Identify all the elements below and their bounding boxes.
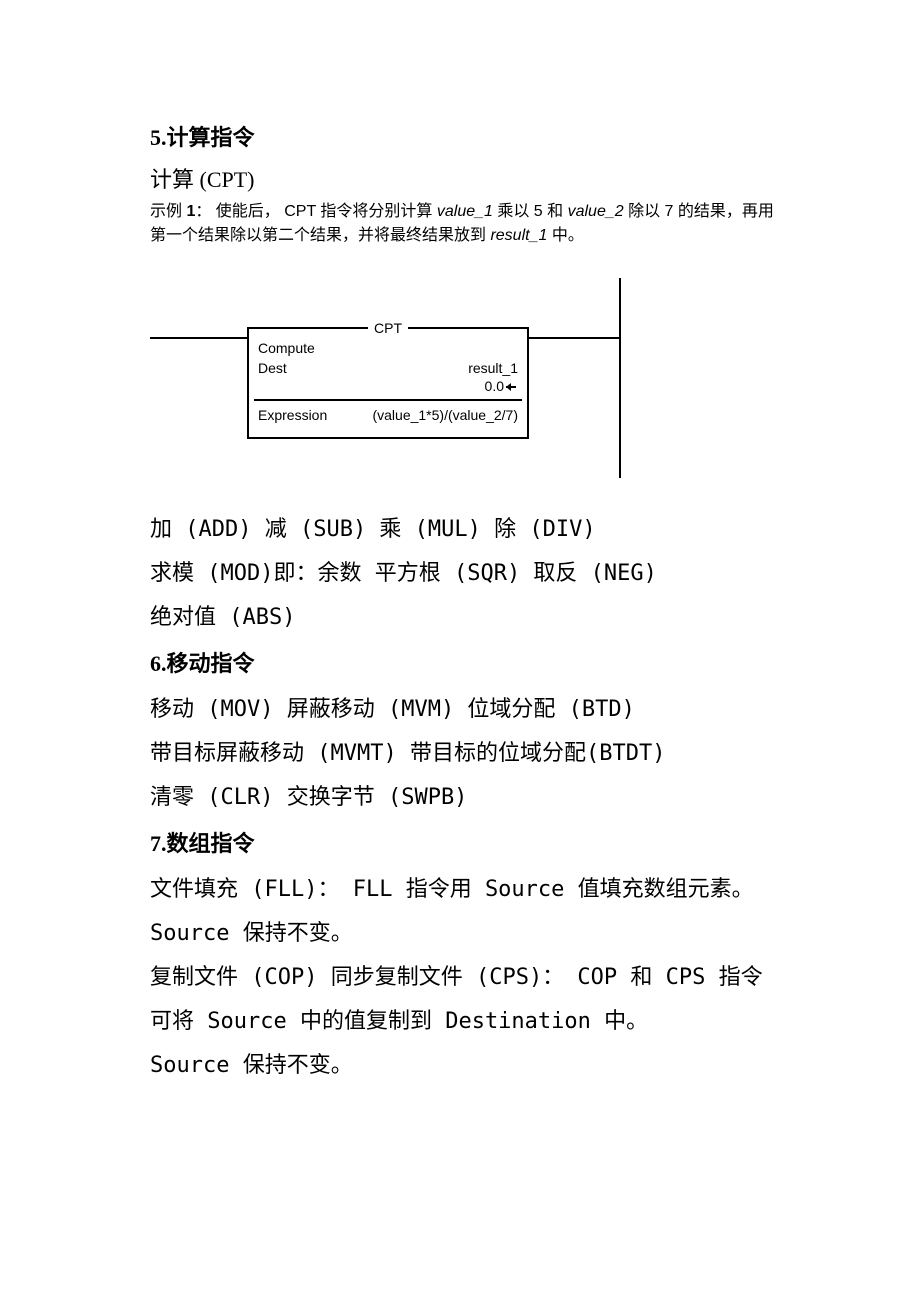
cpt-ladder-diagram: CPT Compute Dest result_1 0.0 Expression (valu…: [150, 278, 780, 478]
svg-text:Expression: Expression: [258, 407, 327, 423]
section-7-heading: 7.数组指令: [150, 826, 780, 858]
svg-text:result_1: result_1: [468, 360, 518, 376]
section-7-line-3: 复制文件 (COP) 同步复制文件 (CPS)： COP 和 CPS 指令可将 …: [150, 956, 780, 1044]
section-7-line-2: Source 保持不变。: [150, 912, 780, 956]
svg-text:0.0: 0.0: [485, 378, 505, 394]
example-text-tail: 中。: [547, 227, 583, 244]
section-6-line-2: 带目标屏蔽移动 (MVMT) 带目标的位域分配(BTDT): [150, 732, 780, 776]
svg-text:Dest: Dest: [258, 360, 287, 376]
cpt-ladder-svg: CPT Compute Dest result_1 0.0 Expression (valu…: [150, 278, 650, 478]
example-1-text: 示例 1： 使能后， CPT 指令将分别计算 value_1 乘以 5 和 va…: [150, 200, 780, 248]
example-var-value2: value_2: [568, 203, 624, 220]
section-5-line-3: 绝对值 (ABS): [150, 596, 780, 640]
section-6-line-1: 移动 (MOV) 屏蔽移动 (MVM) 位域分配 (BTD): [150, 688, 780, 732]
section-5-subheading: 计算 (CPT): [150, 162, 780, 194]
svg-text:(value_1*5)/(value_2/7): (value_1*5)/(value_2/7): [372, 407, 518, 423]
section-5-line-1: 加 (ADD) 减 (SUB) 乘 (MUL) 除 (DIV): [150, 508, 780, 552]
svg-text:Compute: Compute: [258, 340, 315, 356]
section-7-line-4: Source 保持不变。: [150, 1044, 780, 1088]
svg-text:CPT: CPT: [374, 320, 402, 336]
section-6-line-3: 清零 (CLR) 交换字节 (SWPB): [150, 776, 780, 820]
section-7-line-1: 文件填充 (FLL)： FLL 指令用 Source 值填充数组元素。: [150, 868, 780, 912]
section-5-line-2: 求模 (MOD)即：余数 平方根 (SQR) 取反 (NEG): [150, 552, 780, 596]
example-label-prefix: 示例: [150, 203, 186, 220]
example-var-result1: result_1: [490, 227, 547, 244]
document-page: 5.计算指令 计算 (CPT) 示例 1： 使能后， CPT 指令将分别计算 v…: [0, 0, 920, 1168]
section-5-heading: 5.计算指令: [150, 120, 780, 152]
example-text-part-2: 乘以 5 和: [493, 203, 568, 220]
example-var-value1: value_1: [437, 203, 493, 220]
section-6-heading: 6.移动指令: [150, 646, 780, 678]
example-text-part-1: ： 使能后， CPT 指令将分别计算: [195, 203, 437, 220]
